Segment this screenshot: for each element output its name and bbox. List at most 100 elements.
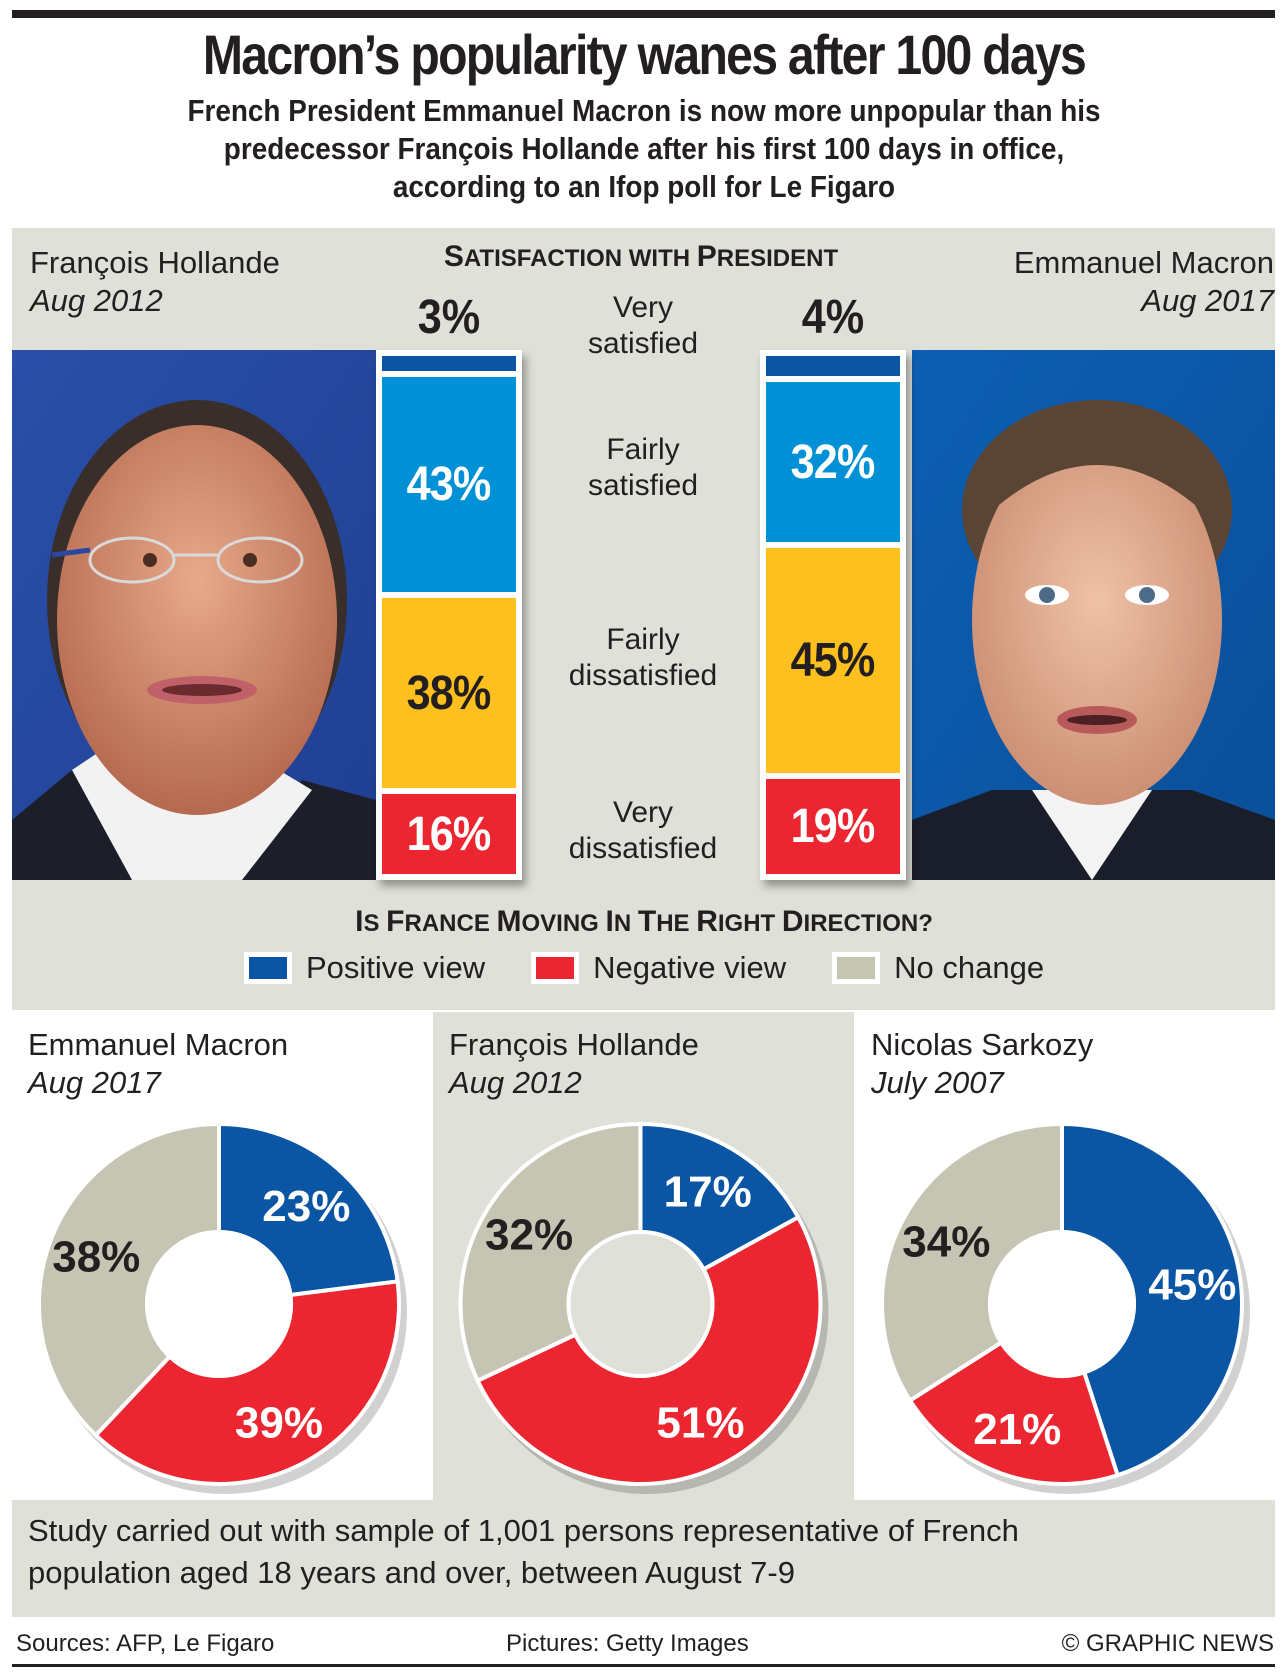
category-label-very-satisfied: Very satisfied: [523, 290, 763, 362]
legend-label: No change: [894, 950, 1045, 985]
right-president-name: Emmanuel Macron: [1013, 245, 1274, 280]
footer-sources: Sources: AFP, Le Figaro: [16, 1630, 275, 1657]
donut-name: François Hollande: [449, 1027, 699, 1062]
category-label-fairly-satisfied: Fairly satisfied: [523, 432, 763, 504]
footer-pictures: Pictures: Getty Images: [506, 1630, 749, 1657]
bar-value-label: 45%: [791, 634, 876, 687]
legend-swatch-positive: [243, 952, 292, 984]
left-president-label: François Hollande Aug 2012: [30, 244, 280, 320]
note-line: Study carried out with sample of 1,001 p…: [28, 1513, 1019, 1548]
hollande-portrait-illustration: [12, 350, 376, 880]
bar-segment-fairly-satisfied: 43%: [382, 377, 516, 592]
donut-label-negative: 21%: [973, 1405, 1061, 1454]
direction-heading: IS FRANCE MOVING IN THE RIGHT DIRECTION?: [0, 905, 1288, 939]
category-line: dissatisfied: [568, 659, 718, 692]
legend-item-positive: Positive view: [243, 950, 486, 986]
bottom-rule: [12, 1664, 1275, 1667]
heading-initial: D: [781, 905, 804, 938]
donut-label-no-change: 38%: [52, 1232, 140, 1281]
donut-title: Emmanuel Macron Aug 2017: [28, 1026, 288, 1102]
legend-label: Negative view: [593, 950, 787, 985]
donut-panel-hollande: François Hollande Aug 2012 17% 51% 32%: [433, 1012, 854, 1500]
donut-date: Aug 2017: [28, 1065, 161, 1100]
study-note: Study carried out with sample of 1,001 p…: [28, 1510, 1228, 1594]
right-president-label: Emmanuel Macron Aug 2017: [1014, 244, 1274, 320]
bar-segment-very-dissatisfied: 16%: [382, 794, 516, 874]
top-rule: [12, 10, 1275, 18]
page-title: Macron’s popularity wanes after 100 days: [202, 23, 1087, 86]
left-president-date: Aug 2012: [30, 283, 163, 318]
legend-label: Positive view: [305, 950, 486, 985]
heading-text: S: [363, 910, 387, 937]
donut-panel-sarkozy: Nicolas Sarkozy July 2007 45% 21% 34%: [855, 1012, 1275, 1500]
donut-name: Emmanuel Macron: [28, 1027, 289, 1062]
bar-value-label: 19%: [791, 800, 876, 853]
legend-item-negative: Negative view: [531, 950, 786, 986]
category-line: dissatisfied: [568, 832, 718, 865]
donut-label-positive: 17%: [664, 1167, 752, 1216]
category-line: satisfied: [587, 327, 699, 360]
subtitle-line: according to an Ifop poll for Le Figaro: [392, 169, 896, 204]
heading-text: IRECTION?: [803, 910, 933, 937]
bar-segment-very-satisfied: [766, 356, 900, 376]
category-line: Fairly: [606, 623, 680, 656]
macron-satisfaction-bar: 32% 45% 19%: [760, 350, 906, 880]
bar-segment-very-satisfied: [382, 356, 516, 371]
donut-label-negative: 39%: [235, 1399, 323, 1448]
heading-initial: I: [605, 905, 614, 938]
donut-label-no-change: 34%: [902, 1217, 990, 1266]
bar-segment-fairly-dissatisfied: 45%: [766, 548, 900, 773]
subtitle: French President Emmanuel Macron is now …: [64, 92, 1223, 206]
heading-initial: T: [637, 905, 657, 938]
subtitle-line: predecessor François Hollande after his …: [223, 131, 1065, 166]
donut-label-positive: 23%: [262, 1182, 350, 1231]
heading-text: RESIDENT: [716, 245, 839, 272]
direction-legend: Positive view Negative view No change: [0, 950, 1288, 986]
heading-initial: M: [496, 905, 522, 938]
satisfaction-heading: SATISFACTION WITH PRESIDENT: [376, 240, 906, 274]
left-president-name: François Hollande: [30, 245, 280, 280]
category-label-fairly-dissatisfied: Fairly dissatisfied: [523, 622, 763, 694]
notes-panel: [12, 1500, 1275, 1617]
donut-date: Aug 2012: [449, 1065, 582, 1100]
heading-initial: R: [696, 905, 718, 938]
heading-text: ATISFACTION WITH: [463, 245, 697, 272]
legend-item-no-change: No change: [832, 950, 1044, 986]
legend-swatch-no-change: [832, 952, 881, 984]
heading-initial: F: [386, 905, 405, 938]
hollande-satisfaction-bar: 43% 38% 16%: [376, 350, 522, 880]
hollande-very-satisfied-label: 3%: [417, 291, 481, 344]
bar-segment-very-dissatisfied: 19%: [766, 779, 900, 874]
bar-segment-fairly-dissatisfied: 38%: [382, 598, 516, 788]
heading-initial: I: [355, 905, 364, 938]
category-line: Fairly: [606, 433, 680, 466]
donut-hole: [566, 1230, 715, 1378]
category-label-very-dissatisfied: Very dissatisfied: [523, 795, 763, 867]
donut-name: Nicolas Sarkozy: [871, 1027, 1094, 1062]
bar-value-label: 43%: [407, 458, 492, 511]
right-president-date: Aug 2017: [1141, 283, 1274, 318]
category-line: Very: [612, 796, 674, 829]
heading-text: IGHT: [717, 910, 782, 937]
heading-text: RANCE: [404, 910, 497, 937]
heading-text: HE: [656, 910, 697, 937]
bar-value-label: 32%: [791, 435, 876, 489]
bar-value-label: 38%: [407, 666, 492, 720]
donut-label-no-change: 32%: [485, 1210, 573, 1259]
legend-swatch-negative: [531, 952, 580, 984]
donut-panel-macron: Emmanuel Macron Aug 2017 23% 39% 38%: [12, 1012, 432, 1500]
footer-credit: © GRAPHIC NEWS: [1061, 1630, 1274, 1657]
note-line: population aged 18 years and over, betwe…: [28, 1555, 795, 1590]
bar-value-label: 16%: [407, 807, 492, 861]
macron-very-satisfied-label: 4%: [801, 291, 865, 344]
macron-photo: [912, 350, 1275, 880]
donut-label-positive: 45%: [1148, 1260, 1236, 1309]
donut-date: July 2007: [871, 1065, 1004, 1100]
macron-portrait-illustration: [912, 350, 1275, 880]
bar-segment-fairly-satisfied: 32%: [766, 382, 900, 542]
donut-title: François Hollande Aug 2012: [449, 1026, 699, 1102]
donut-hole: [145, 1230, 293, 1378]
donut-hole: [988, 1230, 1136, 1378]
donut-label-negative: 51%: [656, 1399, 744, 1448]
donut-chart-hollande: 17% 51% 32%: [458, 1121, 829, 1494]
